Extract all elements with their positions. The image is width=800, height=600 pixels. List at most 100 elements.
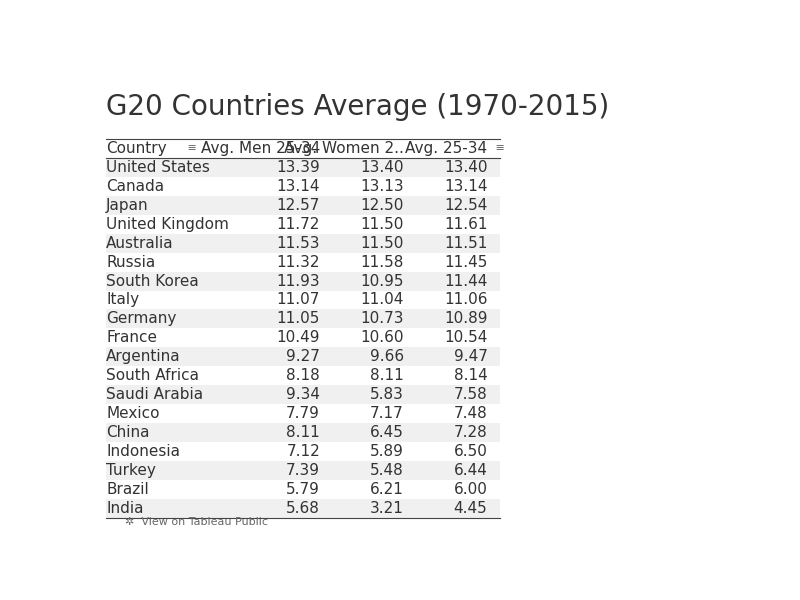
Text: Mexico: Mexico: [106, 406, 160, 421]
Bar: [106, 215, 500, 233]
Text: 10.49: 10.49: [277, 331, 320, 346]
Text: 8.18: 8.18: [286, 368, 320, 383]
Text: 11.58: 11.58: [361, 254, 404, 269]
Text: 11.06: 11.06: [444, 292, 487, 307]
Text: 9.47: 9.47: [454, 349, 487, 364]
Text: ≡: ≡: [184, 143, 197, 154]
Text: 11.32: 11.32: [277, 254, 320, 269]
Bar: [106, 158, 500, 177]
Bar: [106, 253, 500, 272]
Text: 11.45: 11.45: [444, 254, 487, 269]
Text: Italy: Italy: [106, 292, 139, 307]
Text: China: China: [106, 425, 150, 440]
Bar: [106, 480, 500, 499]
Bar: [106, 499, 500, 518]
Text: 12.57: 12.57: [277, 198, 320, 213]
Text: Germany: Germany: [106, 311, 177, 326]
Text: 10.60: 10.60: [360, 331, 404, 346]
Bar: [106, 461, 500, 480]
Text: 10.73: 10.73: [360, 311, 404, 326]
Text: 6.21: 6.21: [370, 482, 404, 497]
Text: 8.14: 8.14: [454, 368, 487, 383]
Bar: [106, 404, 500, 423]
Text: 7.39: 7.39: [286, 463, 320, 478]
Text: ≡: ≡: [492, 143, 505, 154]
Bar: [106, 196, 500, 215]
Text: 13.14: 13.14: [444, 179, 487, 194]
Text: 7.48: 7.48: [454, 406, 487, 421]
Text: 9.27: 9.27: [286, 349, 320, 364]
Text: Japan: Japan: [106, 198, 149, 213]
Bar: [106, 347, 500, 366]
Text: 8.11: 8.11: [286, 425, 320, 440]
Text: Brazil: Brazil: [106, 482, 149, 497]
Text: 11.93: 11.93: [277, 274, 320, 289]
Bar: [106, 423, 500, 442]
Bar: [106, 310, 500, 328]
Text: 6.50: 6.50: [454, 444, 487, 459]
Bar: [106, 366, 500, 385]
Text: France: France: [106, 331, 157, 346]
Text: 11.72: 11.72: [277, 217, 320, 232]
Text: 13.13: 13.13: [360, 179, 404, 194]
Text: Avg. Women 2..: Avg. Women 2..: [284, 141, 404, 156]
Text: ✲  View on Tableau Public: ✲ View on Tableau Public: [125, 517, 268, 527]
Text: 13.40: 13.40: [444, 160, 487, 175]
Text: 6.44: 6.44: [454, 463, 487, 478]
Text: Avg. Men 25-34: Avg. Men 25-34: [201, 141, 320, 156]
Text: 11.51: 11.51: [444, 236, 487, 251]
Text: Country: Country: [106, 141, 167, 156]
Text: 13.40: 13.40: [360, 160, 404, 175]
Text: Australia: Australia: [106, 236, 174, 251]
Bar: [106, 328, 500, 347]
Text: Avg. 25-34: Avg. 25-34: [406, 141, 487, 156]
Bar: [106, 442, 500, 461]
Text: India: India: [106, 501, 144, 516]
Text: 3.21: 3.21: [370, 501, 404, 516]
Text: 13.39: 13.39: [276, 160, 320, 175]
Text: 9.66: 9.66: [370, 349, 404, 364]
Text: 10.54: 10.54: [444, 331, 487, 346]
Text: 13.14: 13.14: [277, 179, 320, 194]
Text: South Korea: South Korea: [106, 274, 199, 289]
Text: 5.79: 5.79: [286, 482, 320, 497]
Text: Indonesia: Indonesia: [106, 444, 180, 459]
Text: 6.45: 6.45: [370, 425, 404, 440]
Text: 4.45: 4.45: [454, 501, 487, 516]
Text: Russia: Russia: [106, 254, 155, 269]
Text: 7.58: 7.58: [454, 387, 487, 402]
Text: Canada: Canada: [106, 179, 164, 194]
Text: United States: United States: [106, 160, 210, 175]
Text: 12.54: 12.54: [444, 198, 487, 213]
Text: United Kingdom: United Kingdom: [106, 217, 229, 232]
Text: 11.53: 11.53: [277, 236, 320, 251]
Text: South Africa: South Africa: [106, 368, 199, 383]
Text: 6.00: 6.00: [454, 482, 487, 497]
Text: 11.07: 11.07: [277, 292, 320, 307]
Text: 5.83: 5.83: [370, 387, 404, 402]
Text: 11.50: 11.50: [361, 217, 404, 232]
Text: 8.11: 8.11: [370, 368, 404, 383]
Text: 11.50: 11.50: [361, 236, 404, 251]
Bar: [106, 290, 500, 310]
Bar: [106, 177, 500, 196]
Bar: [106, 233, 500, 253]
Text: 5.48: 5.48: [370, 463, 404, 478]
Text: 12.50: 12.50: [361, 198, 404, 213]
Text: Argentina: Argentina: [106, 349, 181, 364]
Text: 7.12: 7.12: [286, 444, 320, 459]
Text: 11.04: 11.04: [361, 292, 404, 307]
Text: Turkey: Turkey: [106, 463, 156, 478]
Text: 11.05: 11.05: [277, 311, 320, 326]
Bar: [106, 272, 500, 290]
Text: Saudi Arabia: Saudi Arabia: [106, 387, 203, 402]
Text: 10.89: 10.89: [444, 311, 487, 326]
Text: 7.28: 7.28: [454, 425, 487, 440]
Text: 7.17: 7.17: [370, 406, 404, 421]
Text: 11.44: 11.44: [444, 274, 487, 289]
Text: 7.79: 7.79: [286, 406, 320, 421]
Text: 5.89: 5.89: [370, 444, 404, 459]
Text: 5.68: 5.68: [286, 501, 320, 516]
Bar: [106, 385, 500, 404]
Text: 10.95: 10.95: [360, 274, 404, 289]
